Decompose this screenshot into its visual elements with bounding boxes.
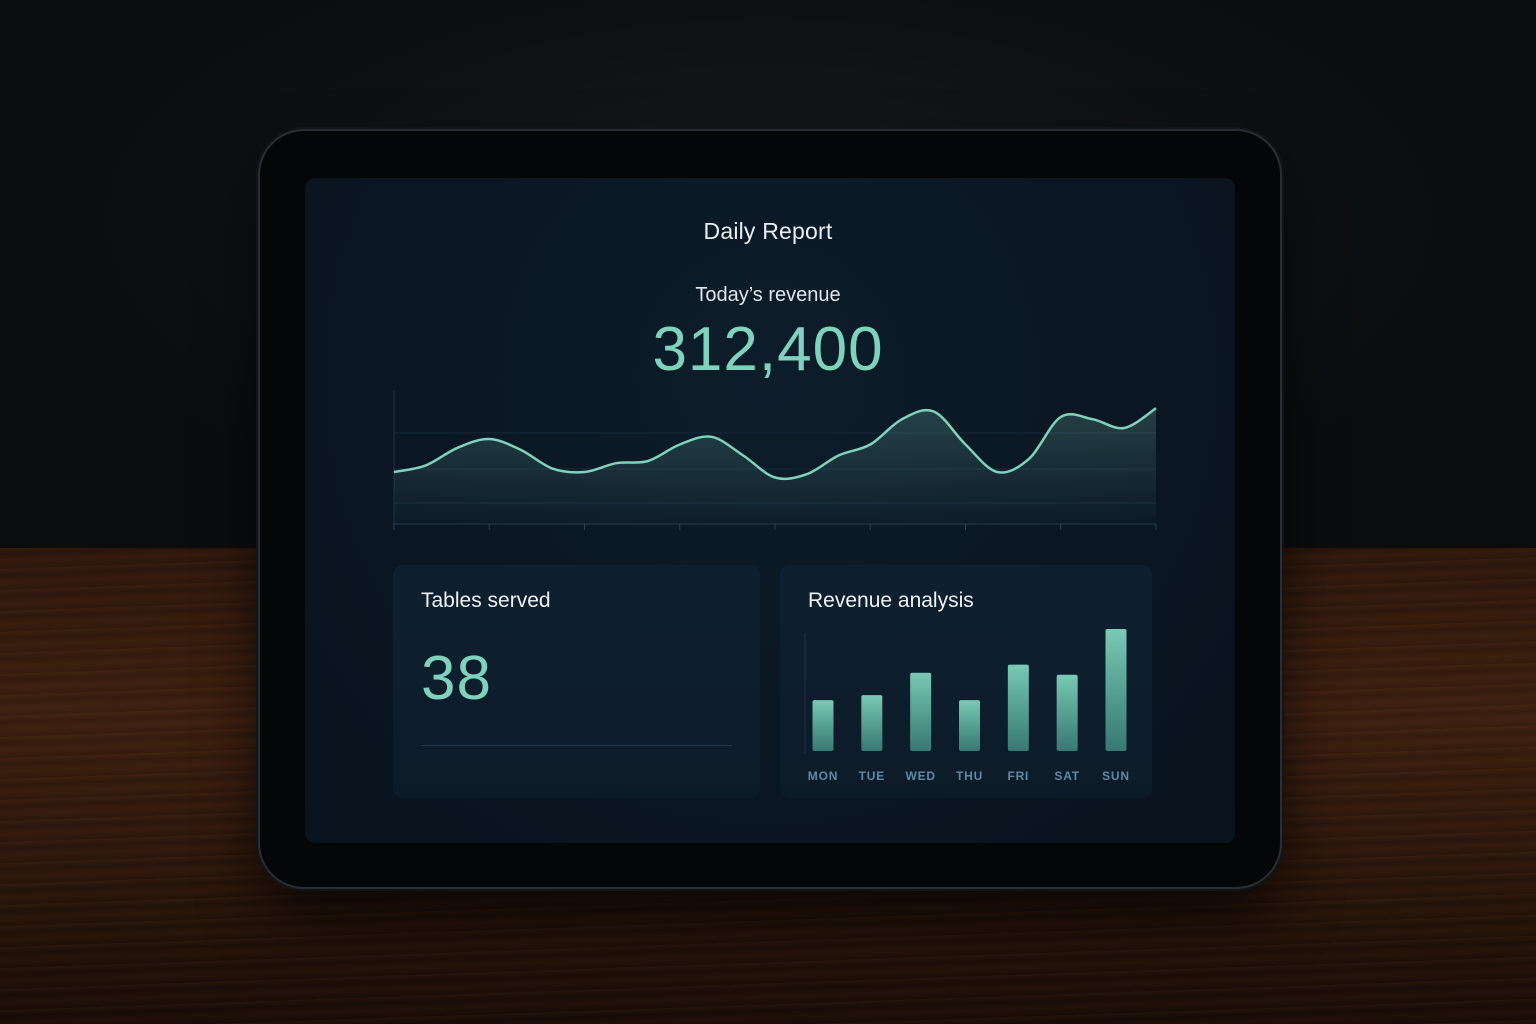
revenue-value: 312,400 bbox=[652, 315, 884, 384]
bar-tue bbox=[861, 695, 883, 751]
bar-label-tue: TUE bbox=[859, 769, 885, 783]
revenue-analysis-card[interactable]: Revenue analysis MON TUE WED THU FRI SAT SUN bbox=[780, 565, 1152, 798]
revenue-bar-chart: MON TUE WED THU FRI SAT SUN bbox=[804, 629, 1130, 783]
bar-sun bbox=[1105, 629, 1127, 751]
bar-label-fri: FRI bbox=[1007, 769, 1029, 783]
tables-served-value: 38 bbox=[421, 644, 492, 713]
tables-divider bbox=[421, 745, 732, 746]
revenue-analysis-title: Revenue analysis bbox=[808, 589, 974, 612]
bar-label-sun: SUN bbox=[1102, 769, 1130, 783]
bar-mon bbox=[812, 700, 834, 751]
bar-thu bbox=[959, 700, 980, 751]
revenue-series-line bbox=[393, 407, 1157, 481]
revenue-line-chart bbox=[393, 390, 1157, 530]
bar-fri bbox=[1007, 664, 1029, 751]
tables-served-title: Tables served bbox=[421, 589, 551, 612]
tables-served-card[interactable]: Tables served 38 bbox=[393, 565, 760, 798]
bar-label-wed: WED bbox=[905, 769, 935, 783]
bar-label-mon: MON bbox=[808, 769, 838, 783]
revenue-label: Today’s revenue bbox=[695, 284, 841, 306]
bar-label-sat: SAT bbox=[1054, 769, 1080, 783]
bar-label-thu: THU bbox=[956, 769, 983, 783]
revenue-area-fill bbox=[394, 408, 1156, 525]
bar-wed bbox=[910, 672, 932, 751]
bar-sat bbox=[1056, 674, 1078, 751]
page-title: Daily Report bbox=[703, 218, 833, 244]
